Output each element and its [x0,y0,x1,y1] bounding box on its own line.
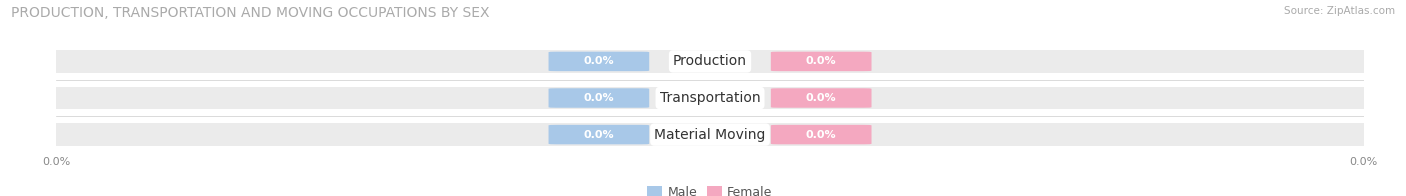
Text: 0.0%: 0.0% [806,56,837,66]
FancyBboxPatch shape [770,52,872,71]
FancyBboxPatch shape [770,88,872,108]
Text: PRODUCTION, TRANSPORTATION AND MOVING OCCUPATIONS BY SEX: PRODUCTION, TRANSPORTATION AND MOVING OC… [11,6,489,20]
Text: 0.0%: 0.0% [806,130,837,140]
FancyBboxPatch shape [770,125,872,144]
Text: Transportation: Transportation [659,91,761,105]
Text: 0.0%: 0.0% [583,130,614,140]
FancyBboxPatch shape [548,52,650,71]
Text: Source: ZipAtlas.com: Source: ZipAtlas.com [1284,6,1395,16]
Text: Production: Production [673,54,747,68]
Bar [56,123,1364,146]
Bar [56,87,1364,109]
Legend: Male, Female: Male, Female [643,181,778,196]
FancyBboxPatch shape [548,88,650,108]
Text: 0.0%: 0.0% [583,93,614,103]
Bar [56,50,1364,73]
Text: Material Moving: Material Moving [654,128,766,142]
FancyBboxPatch shape [548,125,650,144]
Text: 0.0%: 0.0% [583,56,614,66]
Text: 0.0%: 0.0% [806,93,837,103]
